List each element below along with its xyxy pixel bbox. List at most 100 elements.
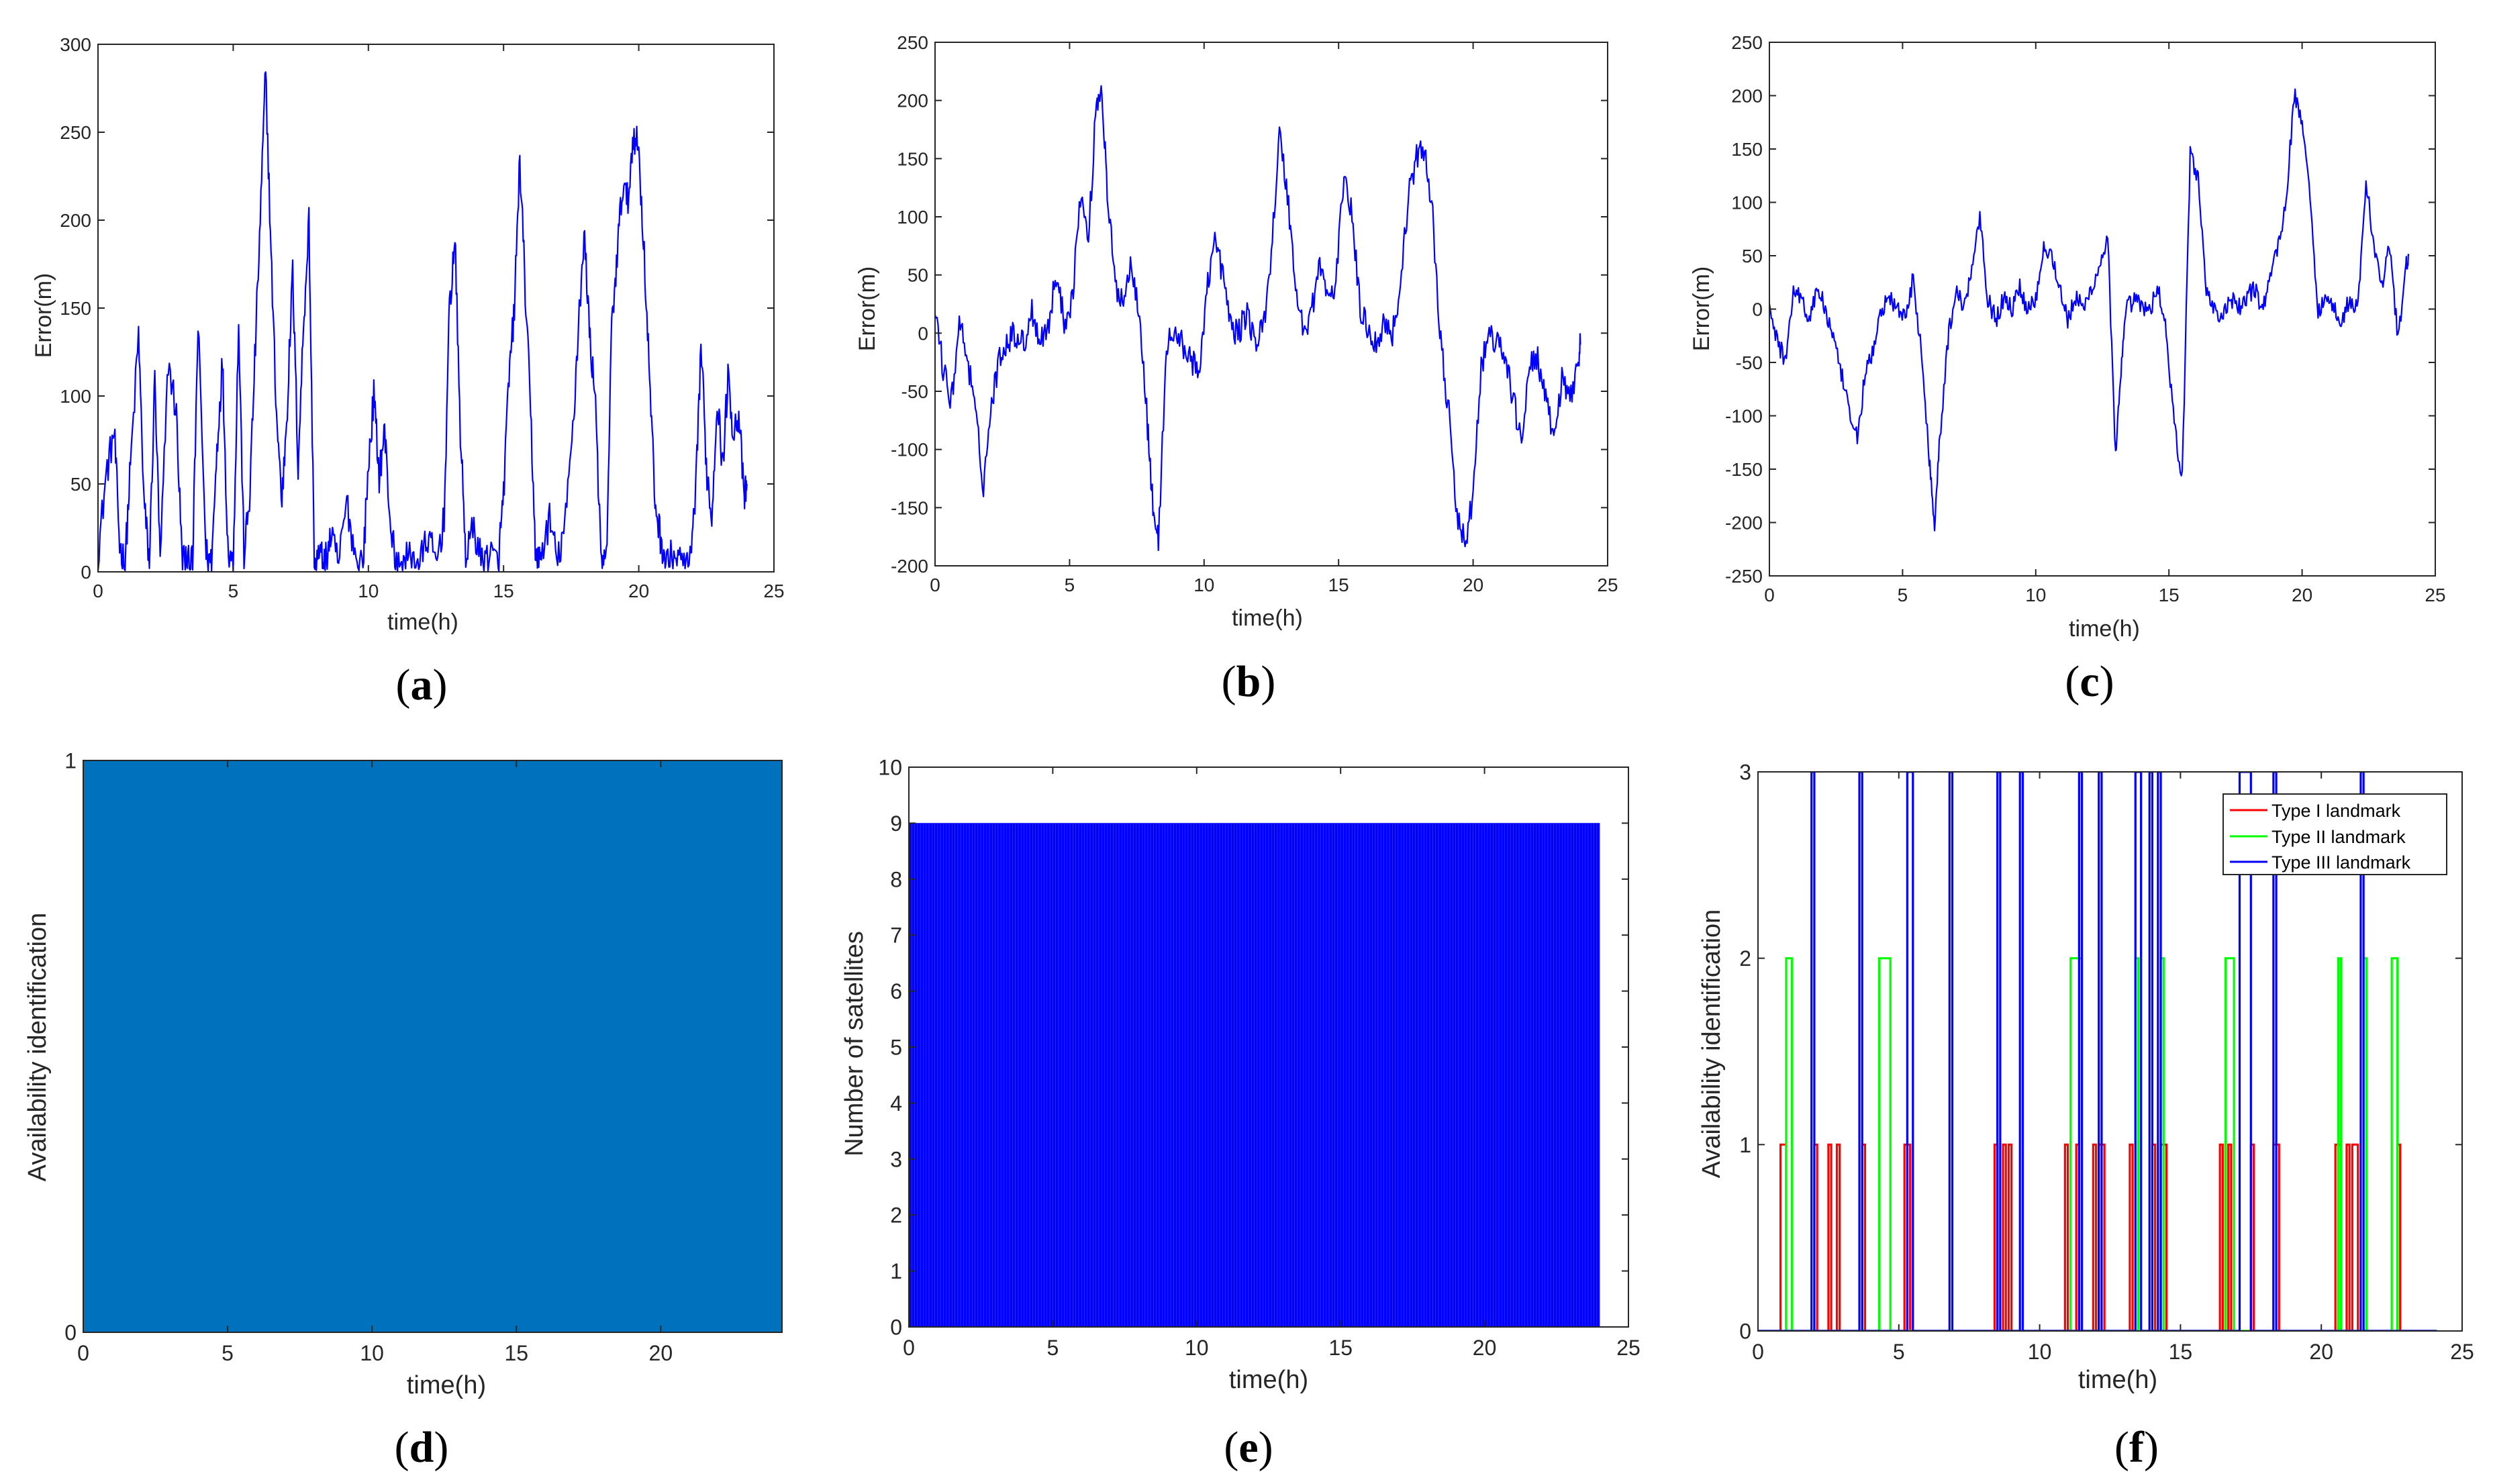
- bar: [1268, 823, 1272, 1327]
- bar: [1590, 823, 1594, 1327]
- bar: [1496, 823, 1500, 1327]
- bar: [1585, 823, 1589, 1327]
- x-tick-label-b: 20: [1463, 575, 1483, 595]
- bar: [1461, 823, 1465, 1327]
- x-tick-label-c: 15: [2159, 585, 2180, 605]
- bar: [980, 823, 984, 1327]
- bar: [1464, 823, 1468, 1327]
- bar: [1015, 823, 1019, 1327]
- y-tick-label-b: -150: [891, 497, 928, 518]
- bar: [1182, 823, 1185, 1327]
- bar: [1545, 823, 1549, 1327]
- bar: [932, 823, 935, 1327]
- axes-box-f: [1757, 771, 2463, 1332]
- bar: [1038, 823, 1042, 1327]
- bar: [1538, 823, 1543, 1327]
- bar: [960, 823, 964, 1327]
- bar: [1288, 823, 1292, 1327]
- bar: [1297, 823, 1301, 1327]
- panel-label-b: (b): [1222, 657, 1276, 706]
- xlabel-a: time(h): [387, 609, 458, 635]
- panel-label-c: (c): [2065, 657, 2114, 706]
- bar: [1314, 823, 1318, 1327]
- bar: [1150, 823, 1154, 1327]
- bar: [992, 823, 995, 1327]
- bar: [1308, 823, 1312, 1327]
- bar: [1340, 823, 1344, 1327]
- bar: [1426, 823, 1430, 1327]
- bar: [1228, 823, 1232, 1327]
- bar: [1328, 823, 1332, 1327]
- x-tick-label-a: 10: [358, 581, 379, 601]
- bar: [1020, 823, 1024, 1327]
- bar: [1012, 823, 1016, 1327]
- bar: [1018, 823, 1022, 1327]
- chart-f: 0 5 10 15 20 25 0 1 2 3: [1739, 760, 2474, 1364]
- bar: [1089, 823, 1093, 1327]
- bar: [1107, 823, 1111, 1327]
- x-tick-label-a: 20: [628, 581, 649, 601]
- y-tick-label-c: -200: [1725, 513, 1763, 534]
- series-pulse-f-2: [1758, 772, 2437, 1331]
- bar: [1098, 823, 1102, 1327]
- x-tick-label-c: 5: [1898, 585, 1908, 605]
- bar: [1196, 823, 1200, 1327]
- chart-e: 0 5 10 15 20 25 0 1 2 3 4 5 6 7 8 9 10: [878, 756, 1640, 1360]
- bar: [977, 823, 981, 1327]
- bar: [1303, 823, 1307, 1327]
- bar: [1357, 823, 1361, 1327]
- y-tick-label-d: 1: [64, 749, 77, 773]
- bar: [1444, 823, 1448, 1327]
- bar: [1104, 823, 1108, 1327]
- y-tick-label-f: 0: [1739, 1320, 1751, 1344]
- bar: [1199, 823, 1203, 1327]
- bar: [975, 823, 979, 1327]
- bar: [1236, 823, 1240, 1327]
- y-tick-label-b: 250: [897, 32, 928, 53]
- bar: [1306, 823, 1310, 1327]
- bar: [1136, 823, 1140, 1327]
- bar: [1029, 823, 1033, 1327]
- bar: [1245, 823, 1249, 1327]
- y-tick-label-e: 7: [890, 924, 902, 948]
- bar: [1081, 823, 1085, 1327]
- bar: [928, 823, 932, 1327]
- chart-c: 0 5 10 15 20 25 -250 -200 -150 -100 -50 0 50 100 150 20…: [1725, 32, 2446, 605]
- area-fill-d: [83, 760, 782, 1332]
- bar: [1159, 823, 1163, 1327]
- bar: [972, 823, 975, 1327]
- plot-area-f: [1758, 772, 2437, 1331]
- x-tick-label-b: 10: [1193, 575, 1214, 595]
- bar: [1334, 823, 1338, 1327]
- y-tick-label-a: 0: [81, 562, 91, 583]
- panel-label-a: (a): [396, 660, 448, 709]
- bar: [926, 823, 930, 1327]
- y-tick-label-b: -100: [891, 440, 928, 460]
- y-tick-label-e: 5: [890, 1036, 902, 1060]
- bar: [934, 823, 938, 1327]
- bar: [989, 823, 993, 1327]
- bar: [1484, 823, 1488, 1327]
- bar: [1133, 823, 1137, 1327]
- axes-box-b: [934, 42, 1608, 566]
- bar: [1167, 823, 1171, 1327]
- bar: [1205, 823, 1209, 1327]
- bar: [1481, 823, 1485, 1327]
- x-tick-label-f: 20: [2309, 1340, 2333, 1364]
- bar: [1473, 823, 1477, 1327]
- bar: [1271, 823, 1275, 1327]
- bar: [1263, 823, 1267, 1327]
- y-tick-label-c: -250: [1725, 566, 1763, 587]
- series-line-b-0: [935, 85, 1581, 552]
- ylabel-c: Error(m): [1689, 266, 1714, 352]
- bar: [1230, 823, 1234, 1327]
- y-tick-label-b: 200: [897, 91, 928, 111]
- bar: [1565, 823, 1569, 1327]
- bar: [1216, 823, 1220, 1327]
- bar: [1507, 823, 1511, 1327]
- bar: [1073, 823, 1077, 1327]
- bar: [1582, 823, 1585, 1327]
- bar: [1418, 823, 1422, 1327]
- ylabel-a: Error(m): [31, 273, 56, 358]
